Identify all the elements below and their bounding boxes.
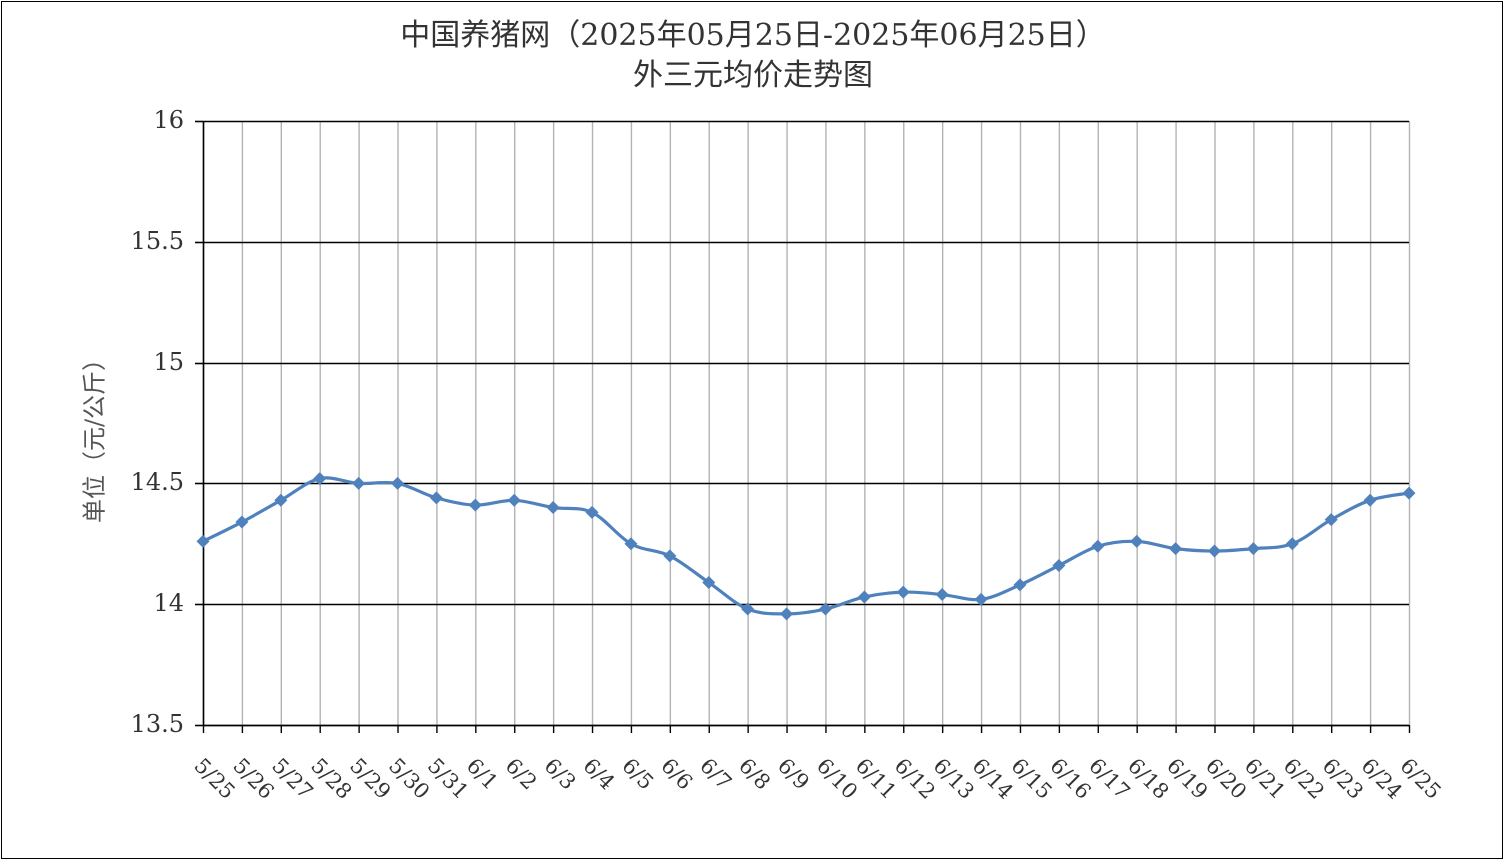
x-tick-label: 6/17	[1084, 754, 1134, 804]
vertical-gridlines	[202, 121, 1411, 725]
data-point-marker	[235, 515, 249, 529]
x-tick-label: 6/8	[734, 754, 775, 795]
x-tick-label: 6/2	[501, 754, 542, 795]
x-tick-label: 5/30	[384, 754, 434, 804]
x-tick-label: 6/16	[1045, 754, 1095, 804]
x-tick-label: 6/7	[695, 754, 736, 795]
data-point-marker	[1207, 544, 1221, 558]
data-point-marker	[1246, 542, 1260, 556]
x-tick-label: 6/10	[812, 754, 862, 804]
data-point-marker	[935, 588, 949, 602]
data-point-marker	[391, 476, 405, 490]
x-tick-label: 6/4	[578, 754, 619, 795]
y-tick-label: 13.5	[131, 710, 184, 738]
data-point-marker	[1285, 537, 1299, 551]
data-point-marker	[702, 575, 716, 589]
x-tick-label: 6/14	[968, 754, 1018, 804]
data-point-marker	[313, 472, 327, 486]
x-tick-label: 5/26	[228, 754, 278, 804]
data-point-marker	[468, 498, 482, 512]
data-point-marker	[546, 501, 560, 515]
x-tick-label: 6/19	[1162, 754, 1212, 804]
x-tick-label: 6/20	[1201, 754, 1251, 804]
data-point-marker	[624, 537, 638, 551]
x-tick-label: 6/21	[1240, 754, 1290, 804]
chart-subtitle: 外三元均价走势图	[633, 58, 873, 93]
x-tick-label: 5/25	[189, 754, 239, 804]
data-point-marker	[741, 602, 755, 616]
data-point-marker	[818, 602, 832, 616]
data-point-marker	[780, 607, 794, 621]
data-point-marker	[1169, 542, 1183, 556]
data-point-marker	[1091, 539, 1105, 553]
data-point-marker	[1130, 534, 1144, 548]
y-tick-labels: 13.5 14 14.5 15 15.5 16	[131, 106, 184, 738]
chart-title: 中国养猪网（2025年05月25日-2025年06月25日）	[400, 18, 1106, 53]
data-point-marker	[1052, 559, 1066, 573]
x-tick-label: 6/13	[929, 754, 979, 804]
data-point-marker	[1363, 493, 1377, 507]
y-axis-label: 单位（元/公斤）	[81, 347, 109, 523]
x-tick-label: 6/25	[1395, 754, 1445, 804]
x-tick-label: 6/15	[1006, 754, 1056, 804]
x-tick-label: 6/9	[773, 754, 814, 795]
data-point-marker	[974, 592, 988, 606]
data-point-marker	[585, 505, 599, 519]
data-point-marker	[196, 534, 210, 548]
x-tick-label: 6/3	[540, 754, 581, 795]
y-tick-label: 14	[153, 589, 184, 617]
series-line	[202, 476, 1410, 616]
data-point-marker	[429, 491, 443, 505]
x-tick-label: 6/22	[1279, 754, 1329, 804]
data-point-marker	[663, 549, 677, 563]
y-tick-label: 15.5	[131, 227, 184, 255]
x-tick-label: 5/29	[345, 754, 395, 804]
horizontal-gridlines	[195, 120, 1409, 727]
x-tick-label: 6/18	[1123, 754, 1173, 804]
data-point-marker	[1013, 578, 1027, 592]
data-point-marker	[1324, 513, 1338, 527]
axes	[202, 121, 1411, 733]
y-tick-label: 16	[153, 106, 184, 134]
data-point-marker	[352, 476, 366, 490]
x-tick-label: 6/23	[1318, 754, 1368, 804]
x-tick-label: 5/27	[267, 754, 317, 804]
y-tick-label: 14.5	[131, 468, 184, 496]
data-point-marker	[896, 585, 910, 599]
data-point-marker	[1402, 486, 1416, 500]
x-tick-label: 6/24	[1357, 754, 1407, 804]
data-point-marker	[507, 493, 521, 507]
x-tick-label: 6/6	[656, 754, 697, 795]
price-series	[196, 472, 1416, 621]
x-tick-label: 6/12	[890, 754, 940, 804]
x-tick-label: 6/11	[851, 754, 901, 804]
x-tick-labels: 5/255/265/275/285/295/305/316/16/26/36/4…	[189, 754, 1445, 804]
data-point-marker	[274, 493, 288, 507]
data-point-marker	[857, 590, 871, 604]
x-tick-label: 5/31	[423, 754, 473, 804]
x-tick-label: 6/5	[617, 754, 658, 795]
y-tick-label: 15	[153, 348, 184, 376]
x-tick-label: 5/28	[306, 754, 356, 804]
